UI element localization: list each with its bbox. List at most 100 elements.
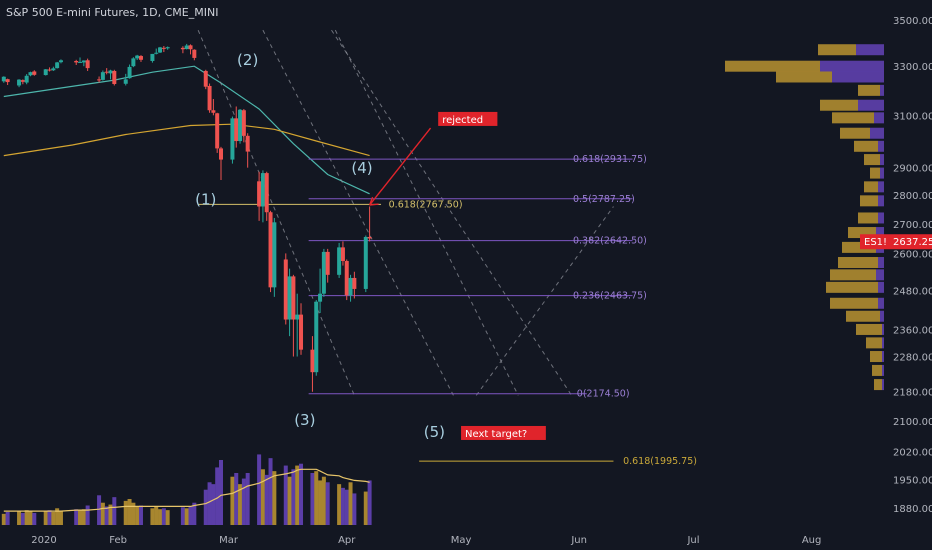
candle-body <box>211 110 216 113</box>
profile-bar-up <box>872 364 882 376</box>
volume-bar <box>340 487 345 525</box>
volume-bar <box>363 491 368 525</box>
volume-bar <box>55 508 60 525</box>
candle-body <box>150 53 155 61</box>
profile-bar-down <box>878 181 884 193</box>
candles <box>1 43 372 392</box>
volume-bar <box>43 511 48 525</box>
candle-body <box>325 251 330 275</box>
volume-bar <box>154 506 159 525</box>
candle-body <box>127 66 132 79</box>
drawings: 0.618(2931.75) 0.5(2787.25) 0.382(2642.50)… <box>197 29 697 467</box>
volume-bar <box>287 476 292 525</box>
profile-bar-down <box>878 257 884 269</box>
x-tick-label: 2020 <box>31 535 56 546</box>
profile-bar-down <box>878 281 884 293</box>
profile-bar-down <box>856 44 884 56</box>
annotations: (1) (2) (3) (4) (5) rejected Next target? <box>195 51 546 441</box>
profile-bar-up <box>870 167 880 179</box>
candle-body <box>131 58 136 67</box>
volume-bar <box>211 484 216 525</box>
volume-bar <box>127 499 132 525</box>
volume-bar <box>203 489 208 525</box>
candle-body <box>17 79 22 86</box>
volume-bar <box>321 476 326 525</box>
x-tick-label: Jun <box>570 535 587 546</box>
volume-bar <box>367 480 372 525</box>
profile-bar-up <box>858 84 880 96</box>
profile-bar-down <box>878 212 884 224</box>
y-tick-label: 2280.00 <box>893 353 932 364</box>
candle-body <box>154 52 159 54</box>
wave-label: (3) <box>294 411 315 429</box>
profile-bar-down <box>882 364 884 376</box>
volume-bar <box>215 467 220 525</box>
volume-bar <box>291 469 296 525</box>
annotation-text: Next target? <box>465 429 527 440</box>
candle-body <box>180 47 185 50</box>
profile-bar-up <box>838 257 878 269</box>
candle-body <box>108 70 113 74</box>
volume-bar <box>58 511 63 525</box>
volume-bar <box>97 495 102 525</box>
volume-bar <box>230 476 235 525</box>
volume-bar <box>283 465 288 525</box>
price-axis[interactable]: 3500.00 3300.00 3100.00 2900.00 2800.00 2700.… <box>860 16 932 515</box>
volume-bar <box>234 473 239 525</box>
candle-body <box>230 118 235 160</box>
volume-bar <box>180 507 185 525</box>
profile-bar-up <box>848 227 876 239</box>
volume-bar <box>314 471 319 525</box>
volume-bar <box>74 509 79 525</box>
candle-body <box>215 113 220 149</box>
y-tick-label: 3300.00 <box>893 62 932 73</box>
profile-bar-down <box>882 323 884 335</box>
candle-body <box>85 60 90 69</box>
volume-bar <box>150 508 155 525</box>
volume-ma-line <box>3 468 370 512</box>
volume-bar <box>241 478 246 525</box>
y-tick-label: 2480.00 <box>893 287 932 298</box>
volume-bar <box>219 460 223 525</box>
profile-bar-down <box>880 154 884 166</box>
profile-bar-down <box>858 99 884 111</box>
candle-body <box>344 260 349 296</box>
candle-body <box>310 349 315 373</box>
candle-body <box>257 181 262 207</box>
candle-body <box>74 60 79 63</box>
x-tick-label: Apr <box>338 535 356 546</box>
candle-body <box>78 61 83 63</box>
profile-bar-up <box>870 351 882 363</box>
annotation-box <box>438 111 498 126</box>
candle-body <box>104 71 109 73</box>
volume-bar <box>138 505 143 525</box>
candle-body <box>264 173 269 213</box>
candle-body <box>203 70 208 87</box>
y-tick-label: 3500.00 <box>893 16 932 27</box>
volume-bar <box>112 497 117 525</box>
fib-level-label: 0.618(2931.75) <box>573 154 647 165</box>
time-axis[interactable]: 2020 Feb Mar Apr May Jun Jul Aug <box>31 535 821 546</box>
profile-bar-up <box>854 140 878 152</box>
fib-level-label: 0(2174.50) <box>577 389 630 400</box>
fib-level-label: 0.382(2642.50) <box>573 236 647 247</box>
wave-label: (5) <box>424 423 445 441</box>
volume-bar <box>1 513 6 525</box>
volume-bar <box>135 506 140 525</box>
volume-bar <box>85 505 90 525</box>
annotation-box <box>461 425 546 440</box>
volume-bar <box>295 465 300 525</box>
volume-bar <box>207 482 212 525</box>
volume-bar <box>344 489 349 525</box>
candle-body <box>47 69 52 71</box>
candle-body <box>238 109 243 142</box>
volume-bar <box>104 506 109 525</box>
profile-bar-up <box>818 44 856 56</box>
wave-label: (4) <box>351 159 372 177</box>
volume-bar <box>352 493 357 525</box>
volume-bars <box>1 454 372 525</box>
wave1-level-label: 0.618(2767.50) <box>389 199 463 210</box>
profile-bar-up <box>866 337 882 349</box>
